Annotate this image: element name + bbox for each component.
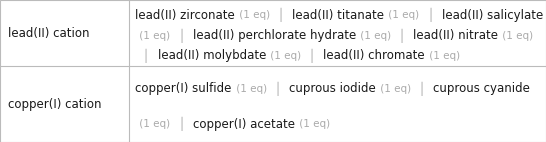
Text: (1 eq): (1 eq) [498,31,533,40]
Text: │: │ [170,117,193,131]
Text: │: │ [270,8,293,22]
Text: (1 eq): (1 eq) [232,84,267,94]
Text: │: │ [267,82,289,96]
Text: (1 eq): (1 eq) [356,31,391,40]
Text: (1 eq): (1 eq) [135,31,170,40]
Text: lead(II) titanate: lead(II) titanate [293,9,384,22]
Text: │: │ [170,28,193,43]
Text: lead(II) salicylate: lead(II) salicylate [442,9,543,22]
Text: lead(II) perchlorate hydrate: lead(II) perchlorate hydrate [193,29,356,42]
Text: (1 eq): (1 eq) [376,84,411,94]
Text: │: │ [391,28,413,43]
Text: (1 eq): (1 eq) [425,51,460,61]
Text: lead(II) cation: lead(II) cation [8,27,90,39]
Text: │: │ [135,49,158,63]
Text: copper(I) sulfide: copper(I) sulfide [135,82,232,95]
Text: cuprous cyanide: cuprous cyanide [433,82,530,95]
Text: (1 eq): (1 eq) [295,119,330,129]
Text: (1 eq): (1 eq) [266,51,301,61]
Text: lead(II) nitrate: lead(II) nitrate [413,29,498,42]
Text: │: │ [419,8,442,22]
Text: │: │ [411,82,433,96]
Text: copper(I) cation: copper(I) cation [8,98,102,110]
Text: lead(II) zirconate: lead(II) zirconate [135,9,235,22]
Text: lead(II) molybdate: lead(II) molybdate [158,49,266,62]
Text: (1 eq): (1 eq) [235,10,270,20]
Text: (1 eq): (1 eq) [135,119,170,129]
Text: cuprous iodide: cuprous iodide [289,82,376,95]
Text: lead(II) chromate: lead(II) chromate [323,49,425,62]
Text: (1 eq): (1 eq) [384,10,419,20]
Text: copper(I) acetate: copper(I) acetate [193,118,295,131]
Text: │: │ [301,49,323,63]
